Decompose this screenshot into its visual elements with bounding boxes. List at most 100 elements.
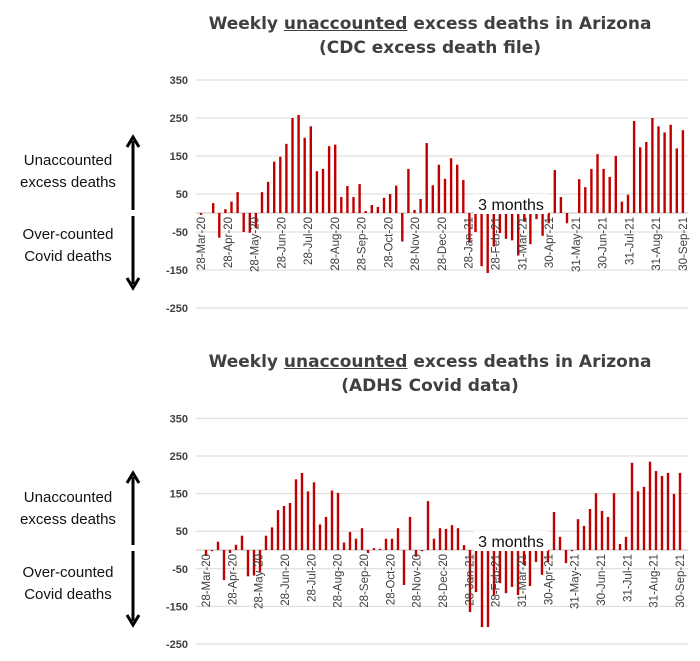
bar xyxy=(576,519,580,550)
bar xyxy=(252,550,256,576)
x-tick-label: 28-Feb-21 xyxy=(491,554,503,607)
title-prefix: Weekly xyxy=(208,14,284,34)
bar xyxy=(660,475,664,550)
bar xyxy=(669,124,672,213)
bar xyxy=(624,536,628,550)
bar xyxy=(432,538,436,550)
bar xyxy=(672,493,676,550)
bar xyxy=(456,528,460,550)
bar xyxy=(294,479,298,550)
chart-title: Weekly unaccounted excess deaths in Ariz… xyxy=(180,350,680,374)
side-label-line: Covid deaths xyxy=(24,248,112,265)
bar xyxy=(336,492,340,550)
x-tick-label: 28-Jul-20 xyxy=(303,217,315,265)
bar xyxy=(426,501,430,550)
x-tick-label: 30-Sep-21 xyxy=(678,217,690,271)
bar xyxy=(516,550,520,596)
x-tick-label: 28-Apr-20 xyxy=(223,217,235,268)
bar xyxy=(648,461,652,550)
bar xyxy=(372,548,376,550)
bar xyxy=(529,213,532,245)
bar xyxy=(546,550,550,563)
bar xyxy=(315,171,319,213)
bar xyxy=(666,472,670,550)
bar xyxy=(570,550,574,552)
bar xyxy=(444,528,448,550)
y-tick-label: 350 xyxy=(170,413,188,425)
bar xyxy=(642,486,646,550)
bar xyxy=(408,516,412,550)
y-tick-label: -50 xyxy=(172,227,188,239)
side-label-line: Unaccounted xyxy=(23,489,113,506)
bar xyxy=(242,213,245,232)
bar xyxy=(376,206,380,213)
bar xyxy=(620,201,624,213)
side-label-line: Covid deaths xyxy=(24,586,112,603)
bar xyxy=(236,192,239,213)
bar xyxy=(413,209,416,213)
bar xyxy=(388,194,392,213)
bar xyxy=(486,550,490,628)
x-tick-label: 28-May-20 xyxy=(250,217,262,272)
bar xyxy=(228,550,232,554)
x-tick-label: 28-Aug-20 xyxy=(330,217,342,271)
bar xyxy=(437,164,441,213)
bar xyxy=(535,213,538,220)
bar xyxy=(431,185,434,213)
annotation-background xyxy=(474,531,548,551)
bar xyxy=(602,168,605,213)
down-arrow-icon xyxy=(125,614,141,628)
bar xyxy=(443,178,447,213)
bar xyxy=(612,493,616,550)
y-tick-label: 50 xyxy=(176,189,188,201)
bar xyxy=(396,528,400,550)
bar xyxy=(468,550,472,613)
bar xyxy=(614,156,617,213)
bar xyxy=(552,512,556,550)
bar xyxy=(382,197,386,213)
bar xyxy=(510,550,514,587)
down-arrow-icon xyxy=(125,277,141,291)
side-label-line: excess deaths xyxy=(20,511,116,528)
side-label-negative: Over-counted Covid deaths xyxy=(8,562,128,606)
up-arrow-icon xyxy=(125,470,141,484)
bar xyxy=(212,203,215,213)
bar xyxy=(486,213,489,274)
bar xyxy=(636,491,640,550)
bar xyxy=(517,213,520,256)
bar xyxy=(364,211,367,213)
bar xyxy=(285,143,288,213)
y-tick-label: -50 xyxy=(172,564,188,576)
x-tick-label: 31-Aug-21 xyxy=(649,554,661,608)
side-label-positive: Unaccounted excess deaths xyxy=(8,150,128,194)
x-tick-label: 31-Mar-21 xyxy=(517,554,529,607)
x-tick-label: 28-Sep-20 xyxy=(359,554,371,608)
bar xyxy=(480,213,483,267)
side-label-positive: Unaccounted excess deaths xyxy=(8,487,128,531)
bar xyxy=(420,550,424,552)
bar xyxy=(254,213,258,229)
bar xyxy=(414,550,418,557)
side-label-line: Over-counted xyxy=(22,564,114,581)
bar xyxy=(303,137,306,213)
bar xyxy=(596,154,599,213)
x-tick-label: 30-Sep-21 xyxy=(675,554,687,608)
bar xyxy=(584,187,587,213)
bar xyxy=(630,462,634,550)
bar xyxy=(654,471,658,550)
y-tick-label: 50 xyxy=(176,526,188,538)
title-underlined-word: unaccounted xyxy=(283,352,408,372)
bar xyxy=(504,213,508,239)
x-tick-label: 28-Jul-20 xyxy=(306,554,318,602)
chart-title: Weekly unaccounted excess deaths in Ariz… xyxy=(180,12,680,36)
x-tick-label: 28-Aug-20 xyxy=(333,554,345,608)
bar xyxy=(498,213,502,234)
bar xyxy=(456,164,459,213)
bar xyxy=(565,213,569,224)
bar xyxy=(340,197,343,213)
bar xyxy=(306,491,310,550)
x-tick-label: 28-Jun-20 xyxy=(276,217,288,269)
annotation-label: 3 months xyxy=(478,534,544,551)
chart-panel-adhs: Weekly unaccounted excess deaths in Ariz… xyxy=(0,340,700,661)
bar xyxy=(204,550,208,557)
